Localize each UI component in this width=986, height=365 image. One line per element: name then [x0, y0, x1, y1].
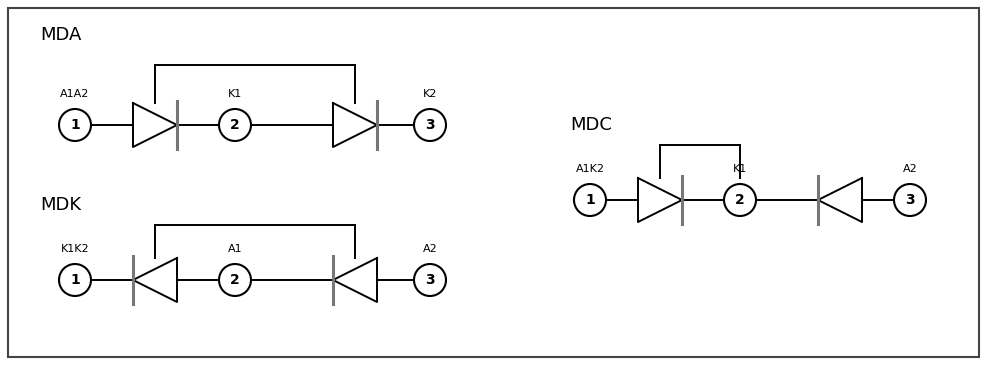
Text: 3: 3 [904, 193, 914, 207]
Text: MDC: MDC [570, 116, 611, 134]
Text: MDA: MDA [40, 26, 81, 44]
FancyBboxPatch shape [8, 8, 978, 357]
Text: MDK: MDK [40, 196, 81, 214]
Circle shape [219, 109, 250, 141]
Circle shape [574, 184, 605, 216]
Text: K2: K2 [422, 89, 437, 99]
Circle shape [59, 264, 91, 296]
Text: 3: 3 [425, 273, 435, 287]
Circle shape [219, 264, 250, 296]
Text: A1: A1 [228, 244, 243, 254]
Text: K1K2: K1K2 [60, 244, 89, 254]
Text: 2: 2 [735, 193, 744, 207]
Text: A1A2: A1A2 [60, 89, 90, 99]
Text: 1: 1 [70, 273, 80, 287]
Text: K1: K1 [228, 89, 242, 99]
Circle shape [59, 109, 91, 141]
Text: 1: 1 [70, 118, 80, 132]
Circle shape [724, 184, 755, 216]
Text: A2: A2 [902, 164, 916, 174]
Text: A2: A2 [422, 244, 437, 254]
Text: 2: 2 [230, 273, 240, 287]
Text: A1K2: A1K2 [575, 164, 603, 174]
Circle shape [893, 184, 925, 216]
Circle shape [413, 264, 446, 296]
Circle shape [413, 109, 446, 141]
Text: 2: 2 [230, 118, 240, 132]
Text: 1: 1 [585, 193, 595, 207]
Text: K1: K1 [733, 164, 746, 174]
Text: 3: 3 [425, 118, 435, 132]
